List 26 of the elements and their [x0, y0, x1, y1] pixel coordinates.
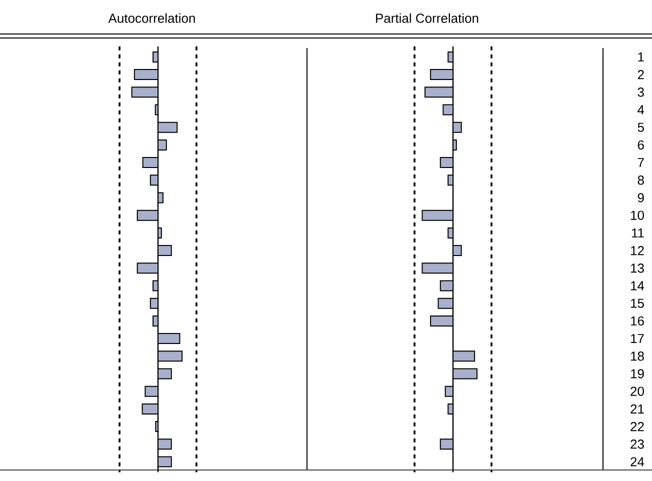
y-tick-label: 18 [631, 352, 644, 361]
y-tick-label: 9 [638, 193, 644, 202]
y-tick-label: 5 [638, 122, 644, 132]
y-tick-label: 14 [631, 281, 644, 290]
y-tick-label: 13 [631, 264, 644, 273]
y-tick-label: 15 [631, 298, 644, 308]
y-tick-label: 19 [631, 369, 644, 378]
y-tick-label: 23 [630, 440, 644, 449]
y-tick-label: 12 [631, 246, 644, 256]
y-tick-label: 22 [630, 422, 644, 432]
y-tick-label: 3 [638, 88, 644, 97]
y-tick-label: 17 [631, 334, 644, 344]
y-tick-label: 6 [638, 140, 644, 150]
chart-title: Partial Correlation [376, 13, 478, 23]
y-tick-label: 10 [631, 210, 644, 220]
chart-title: Autocorrelation [108, 13, 195, 23]
y-tick-label: 7 [638, 158, 644, 168]
y-tick-label: 2 [638, 70, 644, 80]
y-tick-label: 20 [630, 386, 644, 396]
y-tick-label: 1 [638, 52, 644, 62]
y-tick-label: 24 [630, 457, 644, 466]
y-tick-label: 16 [631, 316, 644, 326]
y-tick-label: 8 [638, 176, 644, 185]
y-tick-label: 4 [638, 105, 644, 114]
y-tick-label: 21 [630, 404, 644, 414]
y-tick-label: 11 [632, 228, 644, 238]
